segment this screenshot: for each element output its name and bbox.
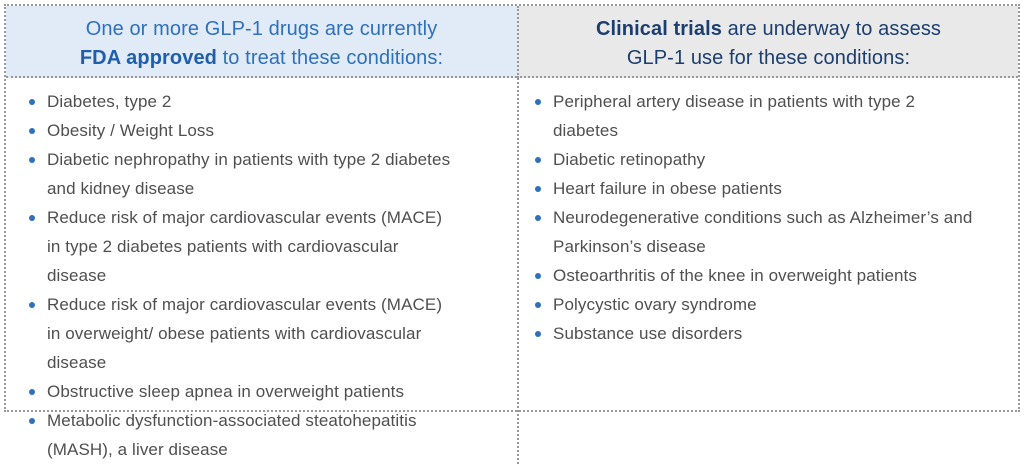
bullet-icon [29, 157, 35, 163]
header-text: are underway to assess [721, 18, 942, 40]
list-item: Reduce risk of major cardiovascular even… [12, 203, 460, 290]
bullet-icon [29, 215, 35, 221]
bullet-icon [535, 331, 541, 337]
list-item: Heart failure in obese patients [525, 174, 973, 203]
list-item-text: Osteoarthritis of the knee in overweight… [553, 266, 917, 285]
bullet-icon [535, 273, 541, 279]
header-line: Clinical trials are underway to assess [519, 15, 1018, 44]
list-item-text: Reduce risk of major cardiovascular even… [47, 295, 443, 372]
list-item: Reduce risk of major cardiovascular even… [12, 290, 460, 377]
list-item: Obstructive sleep apnea in overweight pa… [12, 377, 460, 406]
bullet-icon [29, 302, 35, 308]
list-item: Substance use disorders [525, 319, 973, 348]
header-bold-text: FDA approved [79, 47, 217, 69]
list-item-text: Diabetic nephropathy in patients with ty… [47, 150, 451, 198]
header-line: One or more GLP-1 drugs are currently [6, 15, 517, 44]
list-item: Obesity / Weight Loss [12, 116, 460, 145]
header-fda-approved: One or more GLP-1 drugs are currently FD… [6, 6, 517, 78]
header-clinical-trials: Clinical trials are underway to assess G… [517, 6, 1018, 78]
bullet-icon [535, 186, 541, 192]
list-item: Neurodegenerative conditions such as Alz… [525, 203, 973, 261]
list-item-text: Obstructive sleep apnea in overweight pa… [47, 382, 405, 401]
list-item: Diabetic retinopathy [525, 145, 973, 174]
bullet-icon [535, 215, 541, 221]
fda-approved-list: Diabetes, type 2 Obesity / Weight Loss D… [12, 87, 503, 464]
list-item-text: Reduce risk of major cardiovascular even… [47, 208, 443, 285]
header-bold-text: Clinical trials [595, 18, 722, 40]
list-item-text: Diabetes, type 2 [47, 92, 172, 111]
bullet-icon [29, 99, 35, 105]
clinical-trials-list: Peripheral artery disease in patients wi… [525, 87, 1004, 348]
list-item: Diabetes, type 2 [12, 87, 460, 116]
header-line: FDA approved to treat these conditions: [6, 44, 517, 73]
clinical-trials-list-cell: Peripheral artery disease in patients wi… [517, 78, 1018, 464]
list-item: Osteoarthritis of the knee in overweight… [525, 261, 973, 290]
glp1-comparison-table: One or more GLP-1 drugs are currently FD… [4, 4, 1020, 464]
list-item-text: Obesity / Weight Loss [47, 121, 215, 140]
list-item: Polycystic ovary syndrome [525, 290, 973, 319]
bullet-icon [29, 128, 35, 134]
list-item-text: Peripheral artery disease in patients wi… [553, 92, 916, 140]
list-item-text: Polycystic ovary syndrome [553, 295, 757, 314]
list-item-text: Neurodegenerative conditions such as Alz… [553, 208, 973, 256]
bullet-icon [535, 302, 541, 308]
fda-approved-list-cell: Diabetes, type 2 Obesity / Weight Loss D… [6, 78, 517, 464]
header-line: GLP-1 use for these conditions: [519, 44, 1018, 73]
list-item: Peripheral artery disease in patients wi… [525, 87, 973, 145]
header-text: GLP-1 use for these conditions: [626, 47, 911, 69]
header-text: One or more GLP-1 drugs are currently [85, 18, 438, 40]
list-item: Diabetic nephropathy in patients with ty… [12, 145, 460, 203]
list-item-text: Diabetic retinopathy [553, 150, 706, 169]
bullet-icon [535, 99, 541, 105]
bullet-icon [29, 389, 35, 395]
bullet-icon [29, 418, 35, 424]
list-item-text: Substance use disorders [553, 324, 743, 343]
header-text: to treat these conditions: [216, 47, 444, 69]
list-item: Metabolic dysfunction-associated steatoh… [12, 406, 460, 464]
list-item-text: Metabolic dysfunction-associated steatoh… [47, 411, 417, 459]
bullet-icon [535, 157, 541, 163]
list-item-text: Heart failure in obese patients [553, 179, 782, 198]
